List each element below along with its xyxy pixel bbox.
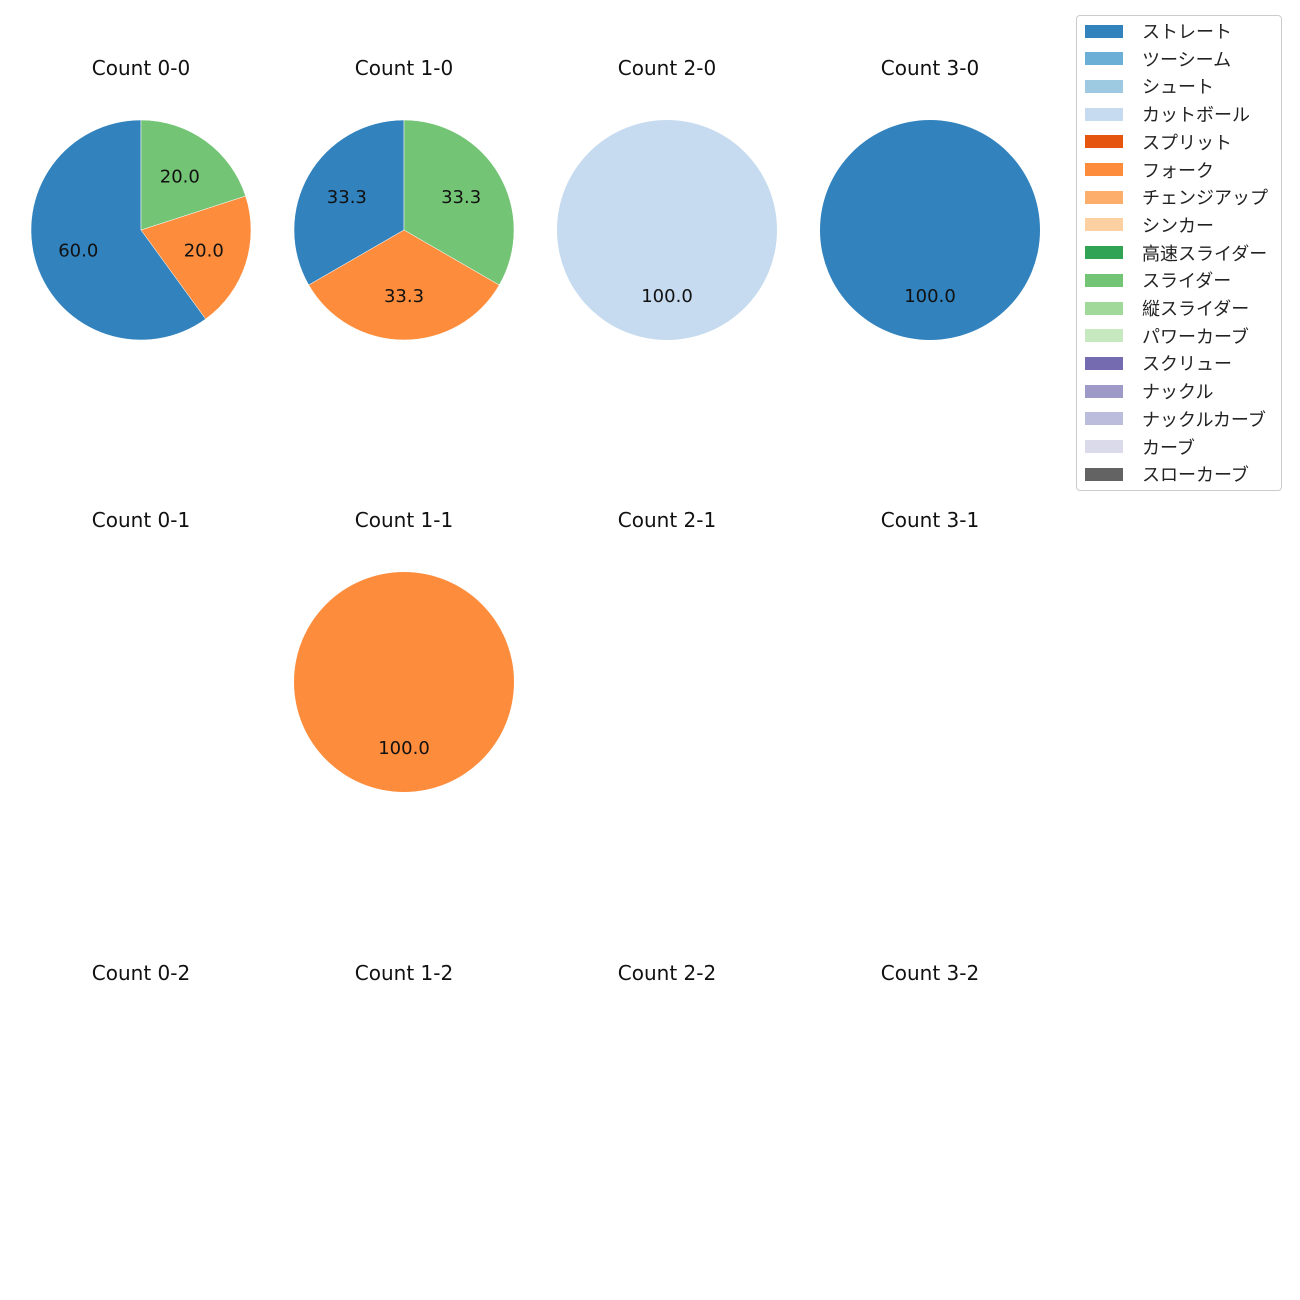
legend-swatch — [1085, 246, 1123, 260]
legend-item: スローカーブ — [1085, 464, 1249, 487]
legend-label: シンカー — [1142, 215, 1214, 237]
legend-swatch — [1085, 356, 1123, 370]
slice-label: 100.0 — [904, 286, 956, 307]
legend-item: パワーカーブ — [1085, 326, 1249, 348]
panel-title: Count 3-2 — [881, 961, 979, 985]
legend-label: スライダー — [1142, 271, 1232, 293]
slice-label: 33.3 — [327, 187, 367, 208]
panel-title: Count 3-0 — [881, 56, 979, 80]
legend-swatch — [1085, 301, 1123, 315]
slice-label: 20.0 — [184, 240, 224, 261]
pie-panel: Count 1-0 33.3 33.3 33.3 — [293, 56, 515, 341]
pie-panel: Count 2-0 100.0 — [557, 56, 777, 340]
legend-swatch — [1085, 218, 1123, 232]
pie-slice — [293, 119, 405, 286]
panel-title: Count 2-0 — [618, 56, 716, 80]
pie-slice — [294, 572, 514, 792]
legend-item: シュート — [1085, 76, 1214, 99]
pie-panel: Count 2-1 — [618, 508, 716, 532]
legend-swatch — [1085, 24, 1123, 38]
legend-swatch — [1085, 384, 1123, 398]
pie-slice — [557, 120, 777, 340]
legend-swatch — [1085, 79, 1123, 93]
legend-label: ナックル — [1142, 382, 1214, 404]
pie-panel: Count 0-1 — [92, 508, 190, 532]
legend-label: ナックルカーブ — [1142, 409, 1266, 431]
legend-swatch — [1085, 467, 1123, 481]
panel-title: Count 1-1 — [355, 508, 453, 532]
legend-swatch — [1085, 52, 1123, 66]
legend-swatch — [1085, 190, 1123, 204]
panel-title: Count 0-2 — [92, 961, 190, 985]
legend-item: スプリット — [1085, 132, 1232, 154]
panel-title: Count 1-0 — [355, 56, 453, 80]
legend-item: ナックルカーブ — [1085, 409, 1266, 431]
legend-swatch — [1085, 412, 1123, 426]
pie-slice — [30, 119, 207, 341]
legend-item: 縦スライダー — [1085, 298, 1250, 320]
legend-swatch — [1085, 135, 1123, 149]
pie-slice — [140, 119, 246, 231]
pie-slice — [403, 119, 515, 286]
panel-title: Count 3-1 — [881, 508, 979, 532]
pie-panel: Count 3-0 100.0 — [820, 56, 1040, 340]
legend-label: スクリュー — [1142, 354, 1232, 376]
legend-item: ツーシーム — [1085, 49, 1232, 71]
legend-swatch — [1085, 440, 1123, 453]
panel-title: Count 2-2 — [618, 961, 716, 985]
legend-item: フォーク — [1085, 160, 1214, 182]
legend-label: シュート — [1142, 77, 1214, 99]
pie-panel: Count 3-2 — [881, 961, 979, 985]
slice-label: 33.3 — [384, 286, 424, 307]
legend-swatch — [1085, 329, 1123, 343]
legend-item: スクリュー — [1085, 353, 1232, 376]
legend-label: 高速スライダー — [1142, 243, 1268, 265]
legend-swatch — [1085, 163, 1123, 176]
pie-panel: Count 3-1 — [881, 508, 979, 532]
legend-label: パワーカーブ — [1142, 326, 1249, 348]
slice-label: 33.3 — [441, 187, 481, 208]
pie-slice — [308, 229, 500, 341]
panel-title: Count 0-0 — [92, 56, 190, 80]
pie-panel: Count 1-2 — [355, 961, 453, 985]
slice-label: 100.0 — [378, 738, 430, 759]
legend-label: カーブ — [1142, 437, 1195, 459]
panel-title: Count 0-1 — [92, 508, 190, 532]
legend-item: チェンジアップ — [1085, 187, 1268, 210]
legend: ストレートツーシームシュートカットボール スプリットフォークチェンジアップ シンカー… — [1076, 15, 1282, 491]
legend-item: ストレート — [1085, 21, 1232, 43]
legend-item: 高速スライダー — [1085, 243, 1268, 265]
legend-swatch — [1085, 273, 1123, 287]
legend-label: ストレート — [1142, 22, 1232, 43]
slice-label: 60.0 — [58, 240, 98, 261]
legend-label: スローカーブ — [1142, 465, 1249, 487]
panel-title: Count 2-1 — [618, 508, 716, 532]
slice-label: 20.0 — [160, 167, 200, 188]
legend-label: 縦スライダー — [1142, 299, 1250, 320]
legend-item: カットボール — [1085, 104, 1250, 127]
legend-label: ツーシーム — [1142, 49, 1232, 71]
pie-panel: Count 0-2 — [92, 961, 190, 985]
legend-label: フォーク — [1142, 160, 1214, 182]
legend-label: カットボール — [1142, 105, 1250, 127]
slice-label: 100.0 — [641, 286, 693, 307]
legend-item: シンカー — [1085, 215, 1214, 237]
pie-panel: Count 2-2 — [618, 961, 716, 985]
pie-panel: Count 1-1 100.0 — [294, 508, 514, 792]
panel-title: Count 1-2 — [355, 961, 453, 985]
legend-swatch — [1085, 107, 1123, 121]
legend-item: カーブ — [1085, 437, 1195, 459]
pie-slice — [140, 195, 252, 320]
legend-label: チェンジアップ — [1142, 188, 1268, 210]
legend-item: スライダー — [1085, 270, 1232, 293]
pie-slice — [820, 120, 1040, 340]
legend-label: スプリット — [1142, 132, 1232, 154]
pie-panel: Count 0-0 60.0 20.0 20.0 — [30, 56, 252, 341]
legend-item: ナックル — [1085, 381, 1214, 404]
